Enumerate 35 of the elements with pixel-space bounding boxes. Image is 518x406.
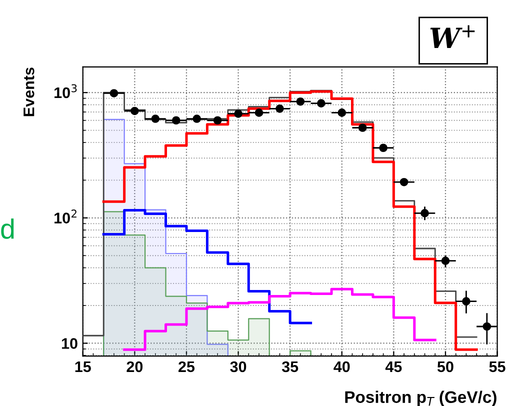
y-tick-label: 10 [62,338,78,349]
x-tick-label: 20 [126,361,143,372]
x-tick-label: 30 [230,361,246,372]
point [276,104,284,113]
point [420,209,429,218]
point [482,322,492,331]
point [338,108,346,117]
x-tick-label: 15 [75,361,91,372]
point [213,116,222,125]
y-axis-title: Events [24,68,34,116]
point [192,114,202,123]
y-tick-label: 10$^{2}$ [54,210,76,224]
point [130,106,139,116]
point [254,108,264,117]
point [462,297,470,306]
point [296,97,305,106]
x-tick-label: 40 [334,361,350,372]
x-axis-title: Positron p$_{T}$ (GeV/c) [345,390,496,406]
point [172,116,180,125]
point [379,144,388,152]
point [441,256,450,265]
x-tick-label: 45 [385,361,402,372]
point [358,124,367,132]
text: W$^{+}$ [430,25,475,48]
point [151,114,160,123]
text: d [1,218,14,239]
x-tick-label: 55 [489,361,506,372]
x-tick-label: 35 [282,361,298,372]
point [234,110,242,118]
point [110,89,118,98]
point [400,178,408,186]
point [316,99,326,108]
x-tick-label: 50 [437,361,454,372]
y-tick-label: 10$^{3}$ [54,84,77,98]
x-tick-label: 25 [178,361,195,372]
